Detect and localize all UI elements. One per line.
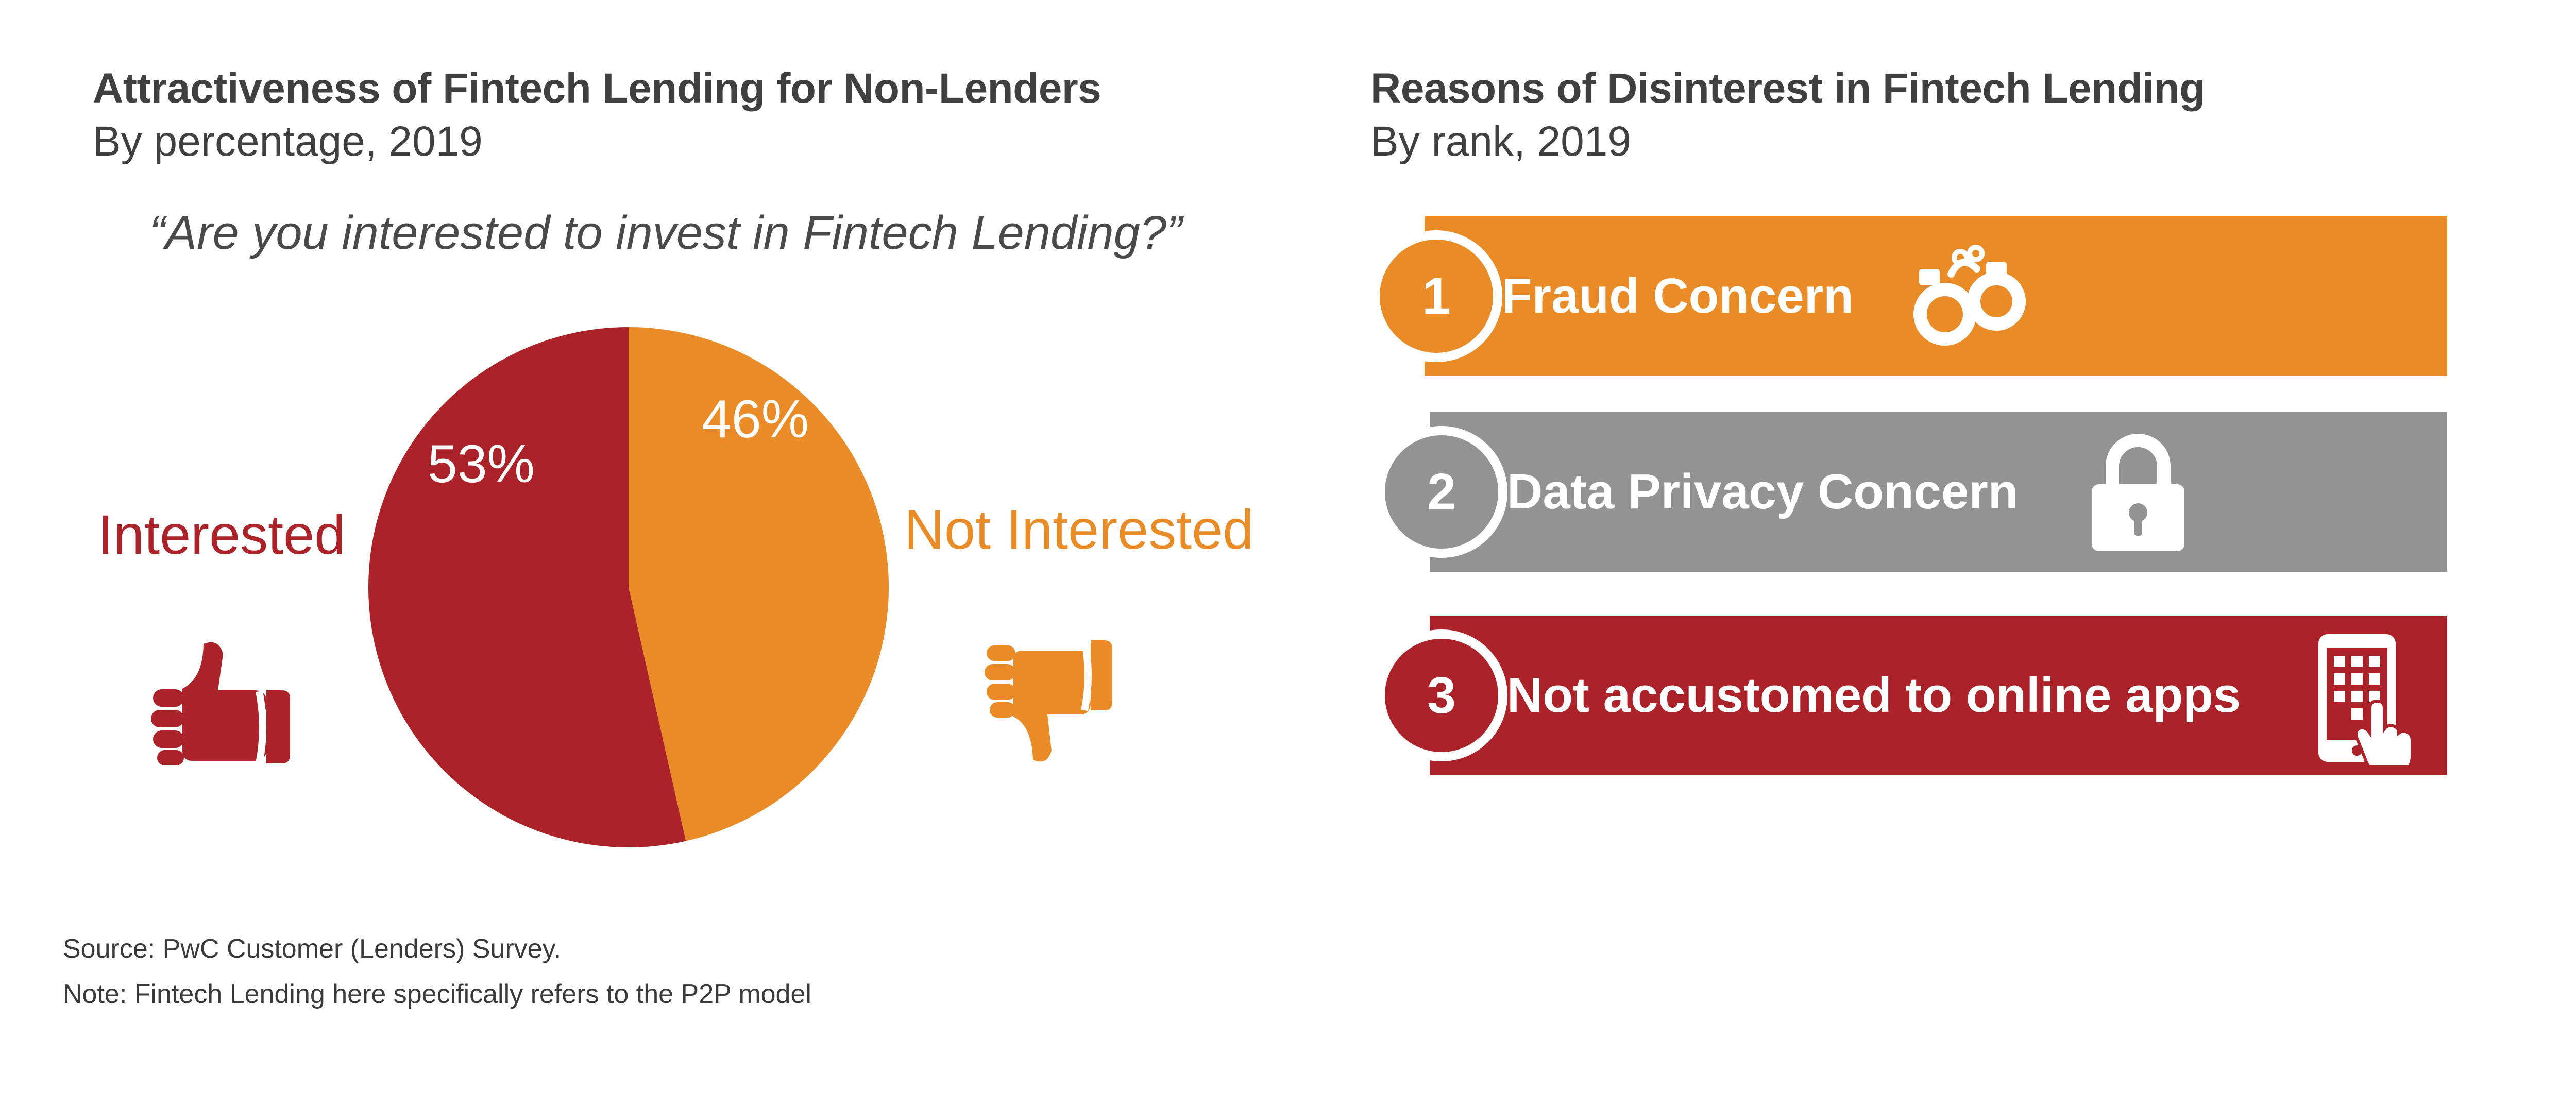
- thumbs-up-icon: [151, 642, 290, 765]
- right-panel-subtitle: By rank, 2019: [1370, 118, 1631, 165]
- rank-badge-2: 2: [1376, 426, 1507, 558]
- padlock-icon: [2092, 434, 2184, 551]
- smartphone-touch-icon: [2318, 634, 2414, 765]
- right-panel-title: Reasons of Disinterest in Fintech Lendin…: [1370, 65, 2205, 112]
- definition-note: Note: Fintech Lending here specifically …: [63, 979, 811, 1009]
- source-note: Source: PwC Customer (Lenders) Survey.: [63, 934, 562, 964]
- label-interested: Interested: [98, 503, 346, 566]
- handcuffs-icon: [1913, 245, 2026, 346]
- reason-bar-1: Fraud Concern: [1425, 216, 2447, 376]
- pie-label-interested: 53%: [428, 434, 535, 494]
- rank-badge-3: 3: [1376, 629, 1507, 761]
- pie-chart: 46% 53%: [368, 327, 889, 847]
- left-chart-title: Attractiveness of Fintech Lending for No…: [93, 65, 1101, 112]
- reason-bar-3: Not accustomed to online apps: [1430, 616, 2447, 775]
- survey-question: “Are you interested to invest in Fintech…: [149, 207, 1182, 259]
- reason-label-1: Fraud Concern: [1502, 268, 1854, 323]
- left-chart-subtitle: By percentage, 2019: [93, 118, 483, 165]
- label-not-interested: Not Interested: [904, 498, 1254, 560]
- pie-label-not-interested: 46%: [702, 389, 809, 449]
- reason-label-2: Data Privacy Concern: [1507, 464, 2019, 519]
- pie-slice-interested: [368, 327, 686, 847]
- rank-badge-1: 1: [1370, 230, 1502, 362]
- reason-bar-2: Data Privacy Concern: [1430, 412, 2447, 572]
- pie-slice-not-interested: [629, 327, 889, 841]
- thumbs-down-icon: [985, 639, 1112, 762]
- reason-label-3: Not accustomed to online apps: [1507, 668, 2241, 723]
